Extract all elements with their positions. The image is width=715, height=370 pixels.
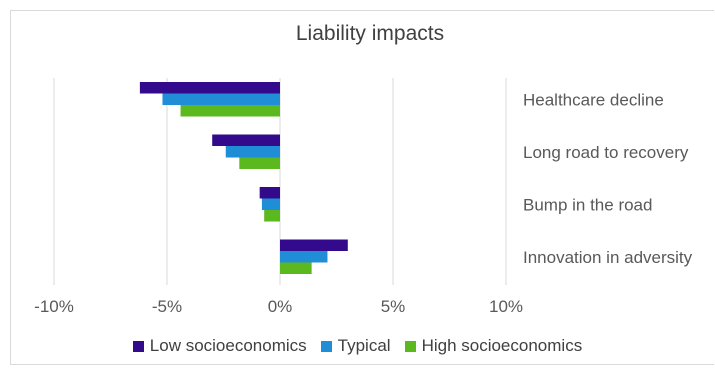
bar [264, 210, 280, 222]
bar [162, 93, 280, 105]
bar [280, 239, 348, 251]
legend-label: High socioeconomics [421, 336, 583, 355]
bar [139, 82, 280, 94]
legend-swatch [404, 340, 416, 352]
category-label: Innovation in adversity [523, 248, 693, 267]
bar [180, 105, 280, 117]
category-label: Healthcare decline [523, 90, 664, 109]
x-tick-label: -5% [152, 297, 182, 316]
x-tick-label: 10% [489, 297, 523, 316]
legend-item: Typical [320, 336, 391, 356]
bar [225, 146, 280, 158]
category-label: Long road to recovery [523, 143, 689, 162]
legend-item: Low socioeconomics [132, 336, 307, 356]
bar [261, 198, 280, 210]
legend: Low socioeconomics Typical High socioecono… [0, 336, 715, 356]
x-tick-label: 0% [268, 297, 293, 316]
bar [259, 187, 280, 199]
legend-swatch [132, 340, 144, 352]
x-tick-label: -10% [34, 297, 74, 316]
legend-label: Typical [337, 336, 391, 355]
legend-swatch [320, 340, 332, 352]
bar [239, 157, 280, 169]
legend-item: High socioeconomics [404, 336, 583, 356]
category-label: Bump in the road [523, 195, 652, 214]
x-tick-label: 5% [381, 297, 406, 316]
chart-frame [10, 10, 714, 365]
chart-title: Liability impacts [295, 22, 445, 45]
bar [212, 134, 280, 146]
legend-label: Low socioeconomics [149, 336, 307, 355]
bar [280, 251, 328, 263]
bar [280, 262, 312, 274]
